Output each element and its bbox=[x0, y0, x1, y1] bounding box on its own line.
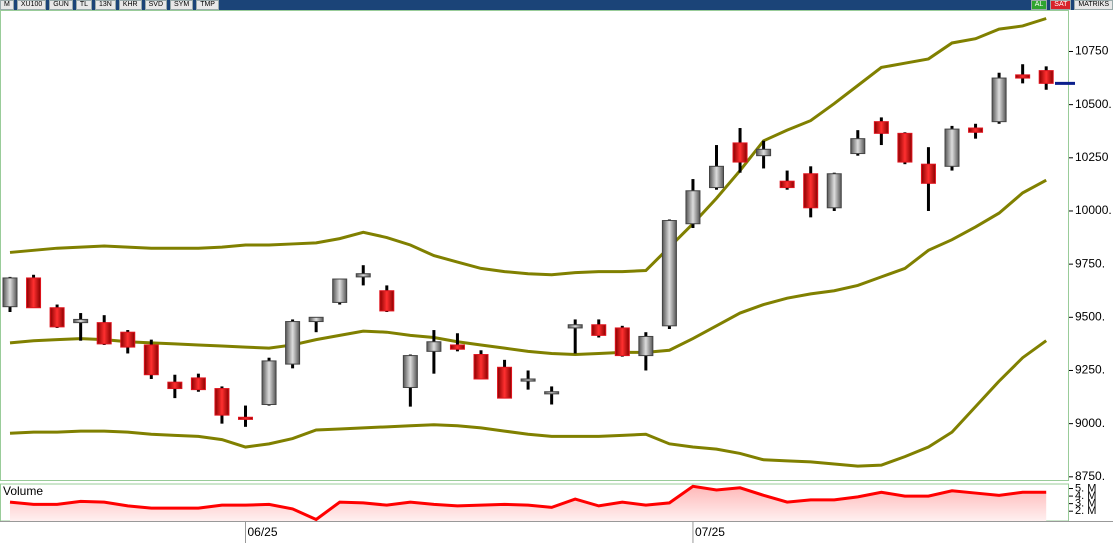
y-tick-label: 10750 bbox=[1075, 44, 1109, 58]
toolbar-button[interactable]: TMP bbox=[196, 0, 219, 10]
candle-body bbox=[1015, 74, 1031, 79]
candle-body bbox=[355, 273, 371, 278]
volume-title: Volume bbox=[3, 484, 43, 498]
toolbar-button[interactable]: MATRIKS bbox=[1074, 0, 1113, 10]
candle-body bbox=[238, 416, 253, 420]
candle-body bbox=[661, 220, 677, 327]
candle-body bbox=[756, 148, 772, 157]
candle-body bbox=[143, 344, 159, 376]
candle-body bbox=[308, 316, 324, 323]
toolbar-button[interactable]: KHR bbox=[118, 0, 142, 10]
candle-body bbox=[709, 165, 724, 189]
candle-body bbox=[285, 321, 301, 365]
toolbar-button[interactable]: SVD bbox=[144, 0, 168, 10]
candle-body bbox=[968, 127, 984, 133]
y-tick-label: 5. M bbox=[1075, 482, 1096, 494]
candle-body bbox=[2, 277, 18, 308]
toolbar: M XU100 GUN TL 13N KHR SVD SYM TMP AL SAT MATRIKS bbox=[0, 0, 1113, 10]
y-tick-label: 10000. bbox=[1075, 203, 1112, 217]
candle-body bbox=[1038, 70, 1054, 84]
y-tick-label: 9000. bbox=[1075, 416, 1105, 430]
toolbar-button[interactable]: TL bbox=[75, 0, 92, 10]
y-tick-label: 4. M bbox=[1075, 490, 1096, 502]
volume-area bbox=[10, 486, 1047, 521]
candle-body bbox=[638, 335, 654, 357]
candle-body bbox=[991, 77, 1007, 123]
candle-body bbox=[120, 331, 136, 348]
candle-body bbox=[379, 290, 395, 312]
y-tick-label: 10500. bbox=[1075, 97, 1112, 111]
candle-body bbox=[850, 138, 866, 155]
candle-body bbox=[614, 327, 630, 357]
candle-body bbox=[73, 318, 89, 324]
candle-body bbox=[190, 377, 206, 391]
volume-line bbox=[9, 484, 1047, 522]
candle-body bbox=[544, 391, 560, 395]
candle-body bbox=[449, 344, 465, 350]
band-line bbox=[9, 178, 1047, 357]
candle-body bbox=[591, 324, 607, 336]
candle-body bbox=[96, 322, 112, 345]
price-panel bbox=[0, 10, 1069, 481]
candle-body bbox=[26, 277, 42, 309]
y-tick-label: 2. M bbox=[1075, 505, 1096, 517]
candle-body bbox=[520, 378, 536, 382]
candle-body bbox=[261, 360, 277, 406]
candle-body bbox=[685, 190, 701, 225]
candle-body bbox=[567, 324, 583, 329]
candle-body bbox=[920, 163, 936, 184]
toolbar-button[interactable]: XU100 bbox=[16, 0, 47, 10]
y-tick-label: 8750. bbox=[1075, 469, 1105, 483]
toolbar-button[interactable]: GUN bbox=[49, 0, 73, 10]
toolbar-button[interactable]: SAT bbox=[1050, 0, 1072, 10]
candle-body bbox=[497, 366, 513, 399]
candle-body bbox=[732, 142, 748, 163]
y-tick-label: 3. M bbox=[1075, 498, 1096, 510]
toolbar-button[interactable]: AL bbox=[1030, 0, 1048, 10]
y-tick-label: 9500. bbox=[1075, 309, 1105, 323]
chart: Volume 8750. 9000. 9250. 9500. 9750. 10000. 10… bbox=[0, 10, 1113, 543]
candle-body bbox=[873, 121, 889, 134]
candle-body bbox=[167, 381, 183, 390]
candle-body bbox=[779, 180, 795, 189]
candle-body bbox=[402, 355, 418, 388]
toolbar-button[interactable]: 13N bbox=[94, 0, 116, 10]
candle-body bbox=[944, 128, 960, 167]
candle-body bbox=[214, 388, 230, 416]
toolbar-button[interactable]: SYM bbox=[170, 0, 194, 10]
x-tick-label: 06/25 bbox=[248, 525, 278, 539]
y-tick-label: 9750. bbox=[1075, 256, 1105, 270]
toolbar-button[interactable]: M bbox=[0, 0, 14, 10]
candle-body bbox=[473, 354, 489, 380]
candle-body bbox=[426, 341, 442, 352]
candle-body bbox=[803, 173, 819, 209]
band-line bbox=[9, 17, 1047, 277]
candle-body bbox=[49, 307, 65, 328]
band-line bbox=[9, 339, 1048, 468]
y-tick-label: 10250 bbox=[1075, 150, 1109, 164]
candle-body bbox=[332, 278, 348, 303]
y-tick-label: 9250. bbox=[1075, 363, 1105, 377]
x-tick-label: 07/25 bbox=[695, 525, 725, 539]
candle-body bbox=[897, 132, 913, 163]
candle-body bbox=[826, 173, 842, 209]
